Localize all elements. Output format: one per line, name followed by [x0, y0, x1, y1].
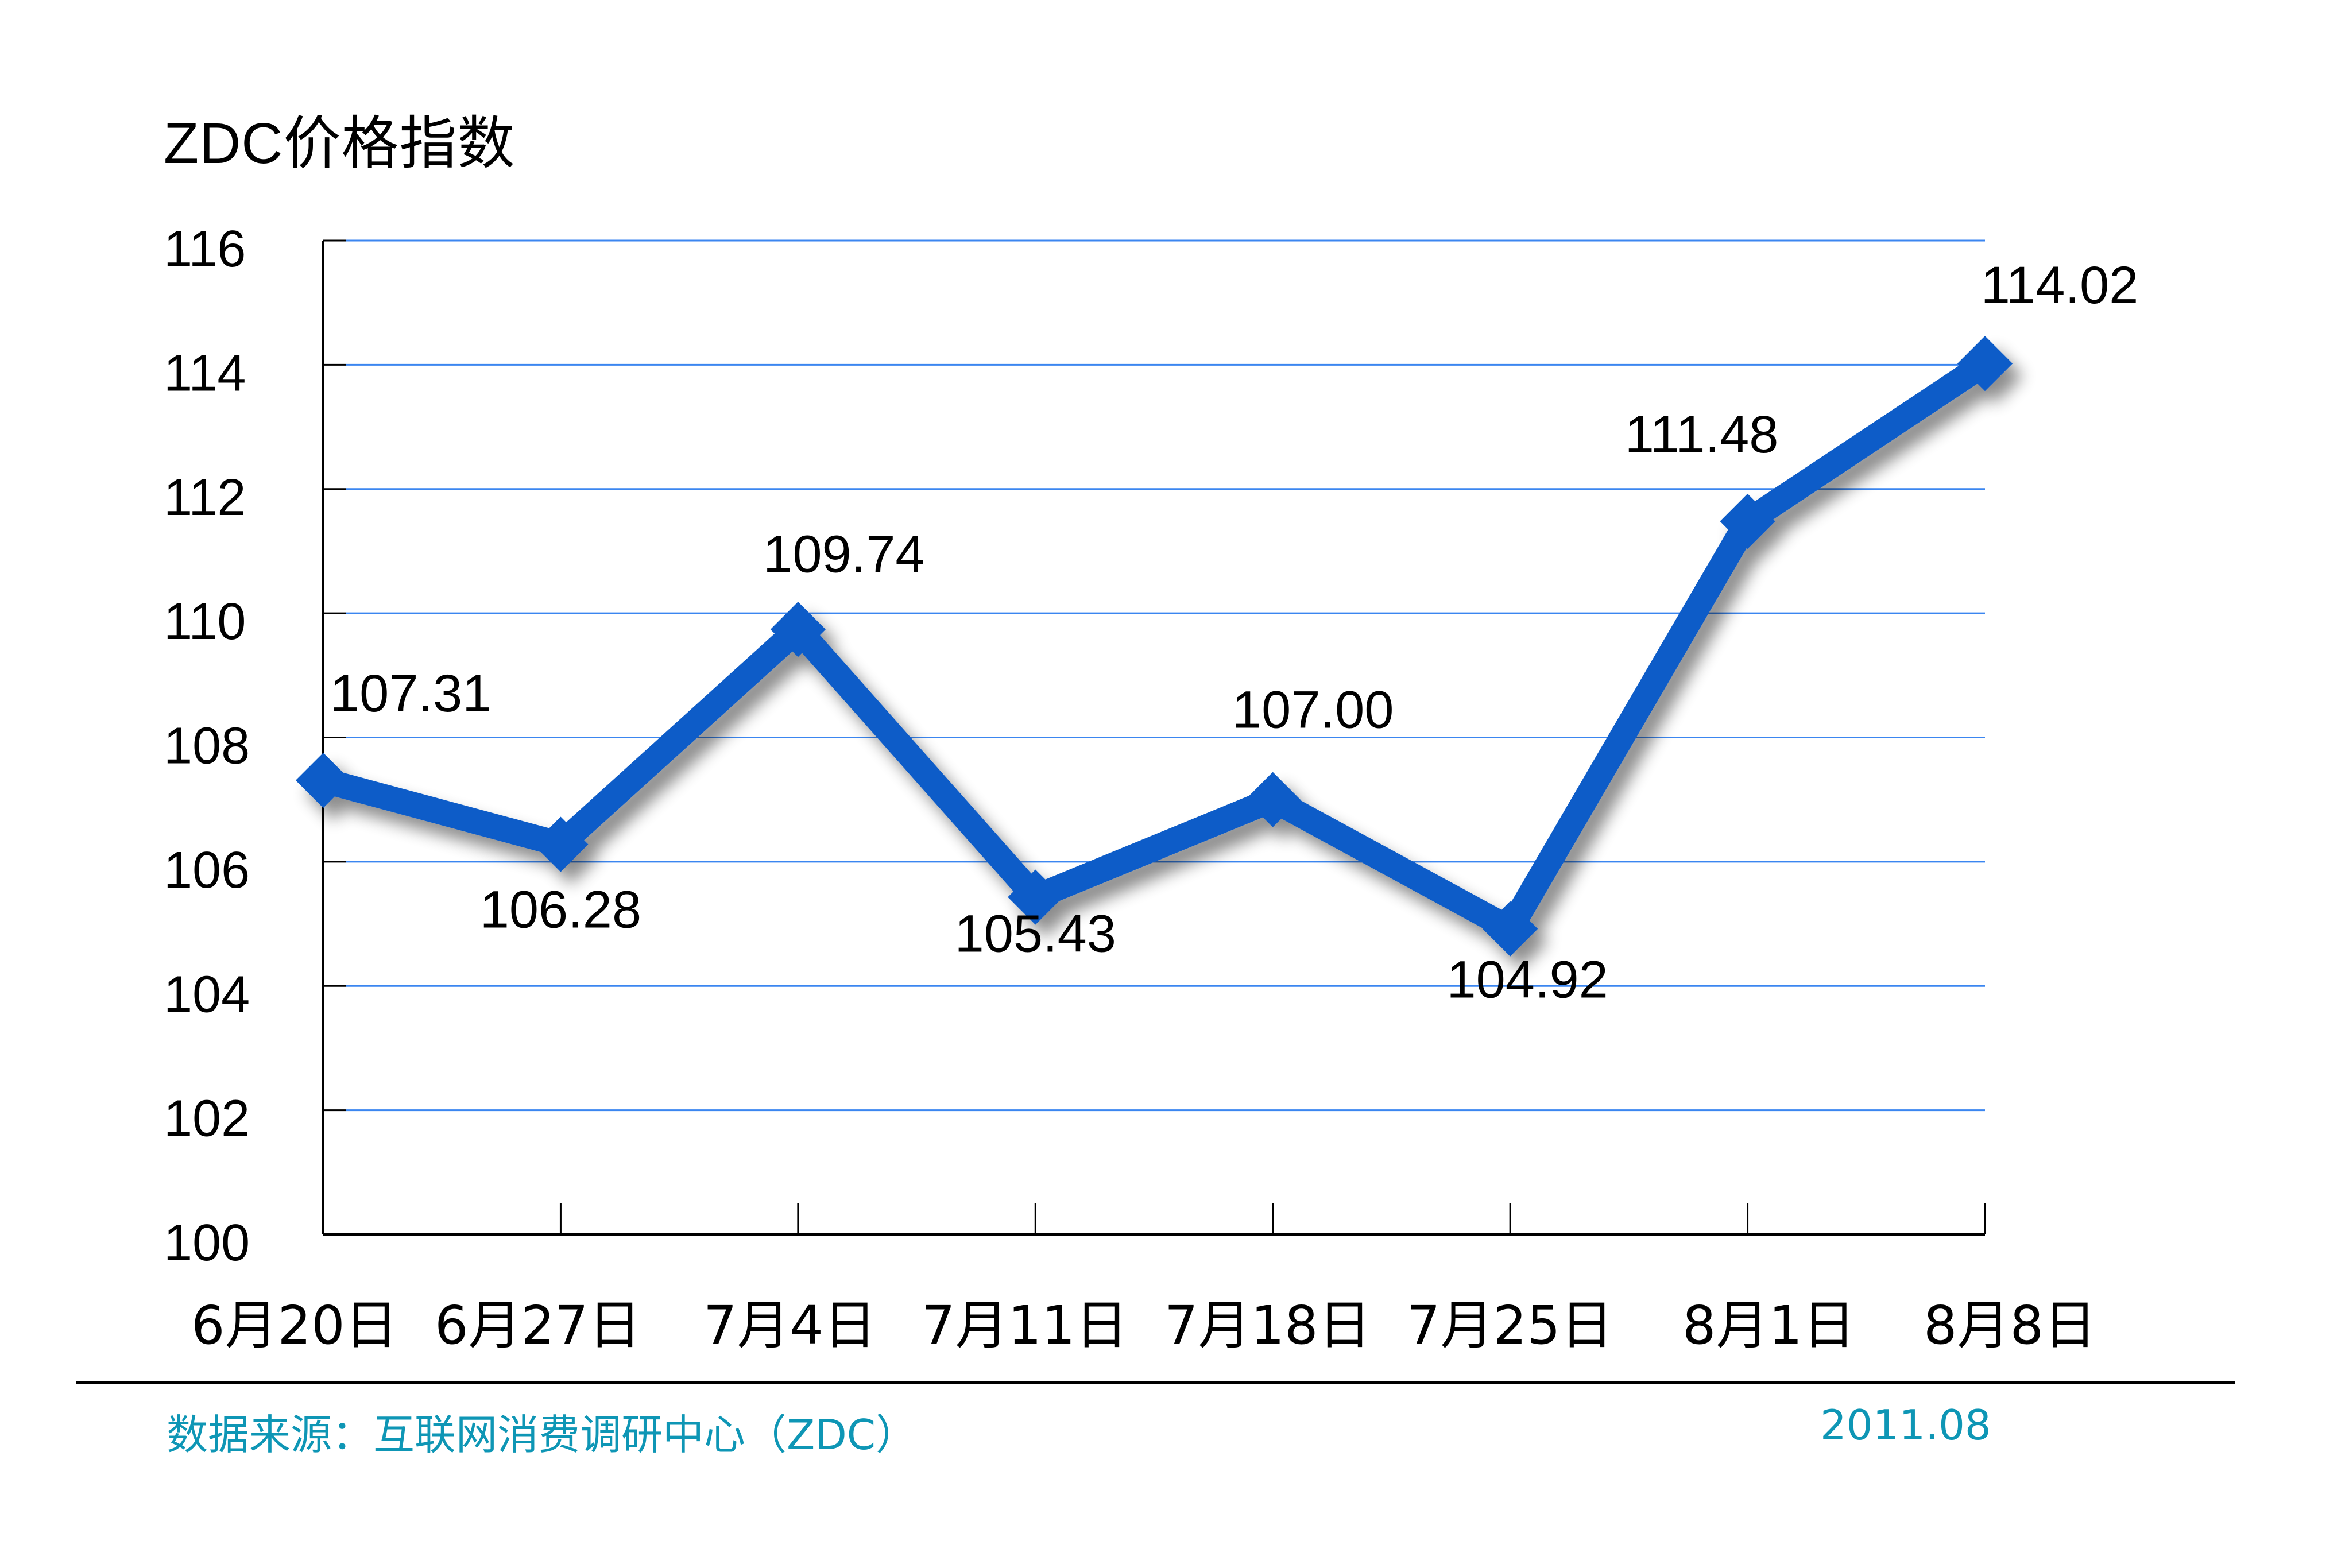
diamond-marker-icon	[295, 753, 351, 808]
data-series-line	[295, 336, 2013, 957]
x-tick-label: 7月4日	[703, 1295, 876, 1356]
y-tick-label: 112	[164, 469, 246, 526]
y-tick-label: 110	[164, 593, 246, 651]
publish-date: 2011.08	[1820, 1401, 1991, 1449]
x-tick-label: 6月20日	[191, 1295, 398, 1356]
diamond-marker-icon	[533, 816, 589, 872]
data-labels: 107.31 106.28 109.74 105.43 107.00 104.92 111.…	[330, 256, 2138, 1009]
footer-divider	[76, 1381, 2235, 1384]
y-tick-label: 106	[164, 842, 250, 899]
series-line	[320, 353, 1992, 946]
chart-title: ZDC价格指数	[164, 111, 516, 176]
y-tick-label: 104	[164, 966, 250, 1023]
x-axis-tick-labels: 6月20日 6月27日 7月4日 7月11日 7月18日 7月25日 8月1日 8月8日	[191, 1295, 2096, 1356]
data-label: 114.02	[1981, 256, 2139, 315]
x-tick-label: 7月11日	[922, 1295, 1128, 1356]
x-tick-label: 8月8日	[1924, 1295, 2096, 1356]
data-label: 106.28	[480, 881, 641, 939]
diamond-marker-icon	[1008, 869, 1063, 925]
y-axis-tick-labels: 100 102 104 106 108 110 112 114 116	[164, 220, 250, 1272]
y-tick-label: 116	[164, 220, 246, 278]
x-tick-label: 8月1日	[1682, 1295, 1855, 1356]
y-tick-label: 102	[164, 1090, 250, 1148]
diamond-marker-icon	[770, 602, 826, 657]
x-tick-label: 6月27日	[435, 1295, 641, 1356]
data-label: 107.31	[330, 664, 492, 723]
data-label: 104.92	[1446, 951, 1608, 1009]
data-label: 111.48	[1625, 405, 1779, 464]
axes	[322, 239, 1986, 1236]
data-source-note: 数据来源：互联网消费调研中心（ZDC）	[167, 1411, 918, 1459]
x-tick-label: 7月18日	[1164, 1295, 1371, 1356]
y-tick-label: 100	[164, 1214, 250, 1272]
y-tick-label: 114	[164, 344, 246, 402]
data-label: 109.74	[763, 525, 924, 583]
data-label: 105.43	[955, 905, 1116, 963]
gridlines	[346, 239, 1985, 1112]
x-tick-label: 7月25日	[1407, 1295, 1613, 1356]
y-tick-label: 108	[164, 718, 250, 775]
data-label: 107.00	[1232, 681, 1394, 740]
